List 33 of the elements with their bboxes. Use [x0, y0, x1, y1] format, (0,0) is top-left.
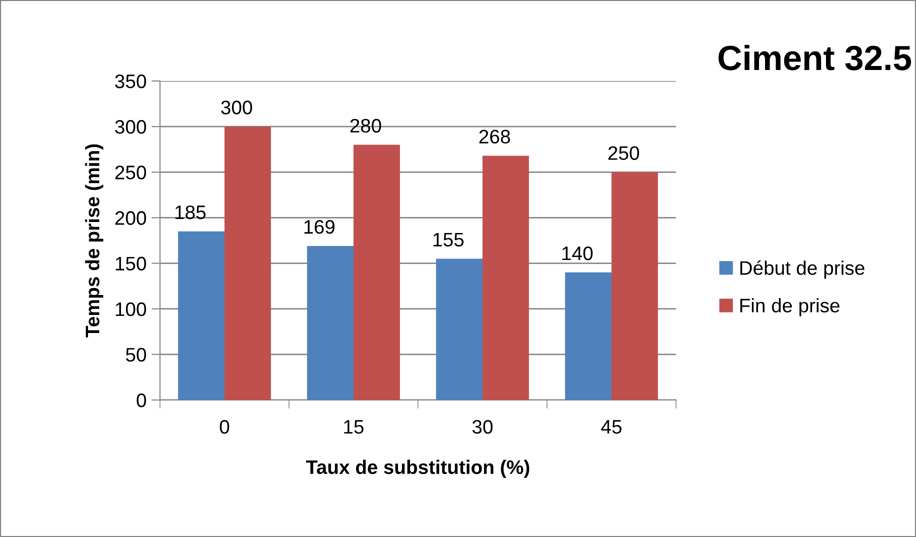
y-tick-label: 250 [115, 166, 146, 180]
y-tick-label: 150 [116, 256, 146, 271]
x-tick-label: 0 [220, 420, 230, 434]
x-tick-label: 45 [601, 420, 622, 434]
bar [178, 231, 224, 400]
data-label: 280 [350, 118, 382, 133]
y-tick-label: 200 [115, 211, 146, 225]
y-tick-label: 350 [115, 74, 146, 88]
data-label: 169 [304, 220, 334, 234]
x-axis-title: Taux de substitution (%) [306, 460, 530, 478]
bar [307, 246, 354, 400]
y-tick-label: 0 [136, 393, 146, 408]
y-axis-title: Temps de prise (min) [85, 144, 104, 338]
legend-label: Fin de prise [740, 298, 840, 316]
x-tick-label: 15 [344, 420, 364, 434]
bar [224, 126, 271, 400]
text: Ciment 32.5 [718, 44, 912, 70]
data-label: 155 [433, 232, 464, 247]
data-label: 185 [175, 205, 206, 220]
x-tick-label: 30 [472, 420, 493, 434]
data-label: 250 [608, 146, 640, 160]
data-label: 300 [221, 100, 252, 114]
bar [612, 172, 658, 400]
bar [482, 156, 529, 400]
y-tick-label: 300 [115, 120, 146, 134]
y-tick-label: 50 [126, 348, 146, 362]
y-tick-label: 100 [116, 302, 146, 316]
bar [565, 272, 612, 400]
bar [354, 144, 400, 400]
data-label: 268 [479, 130, 510, 144]
bar [436, 258, 482, 400]
data-label: 140 [562, 246, 593, 260]
legend-label: Début de prise [740, 260, 864, 279]
